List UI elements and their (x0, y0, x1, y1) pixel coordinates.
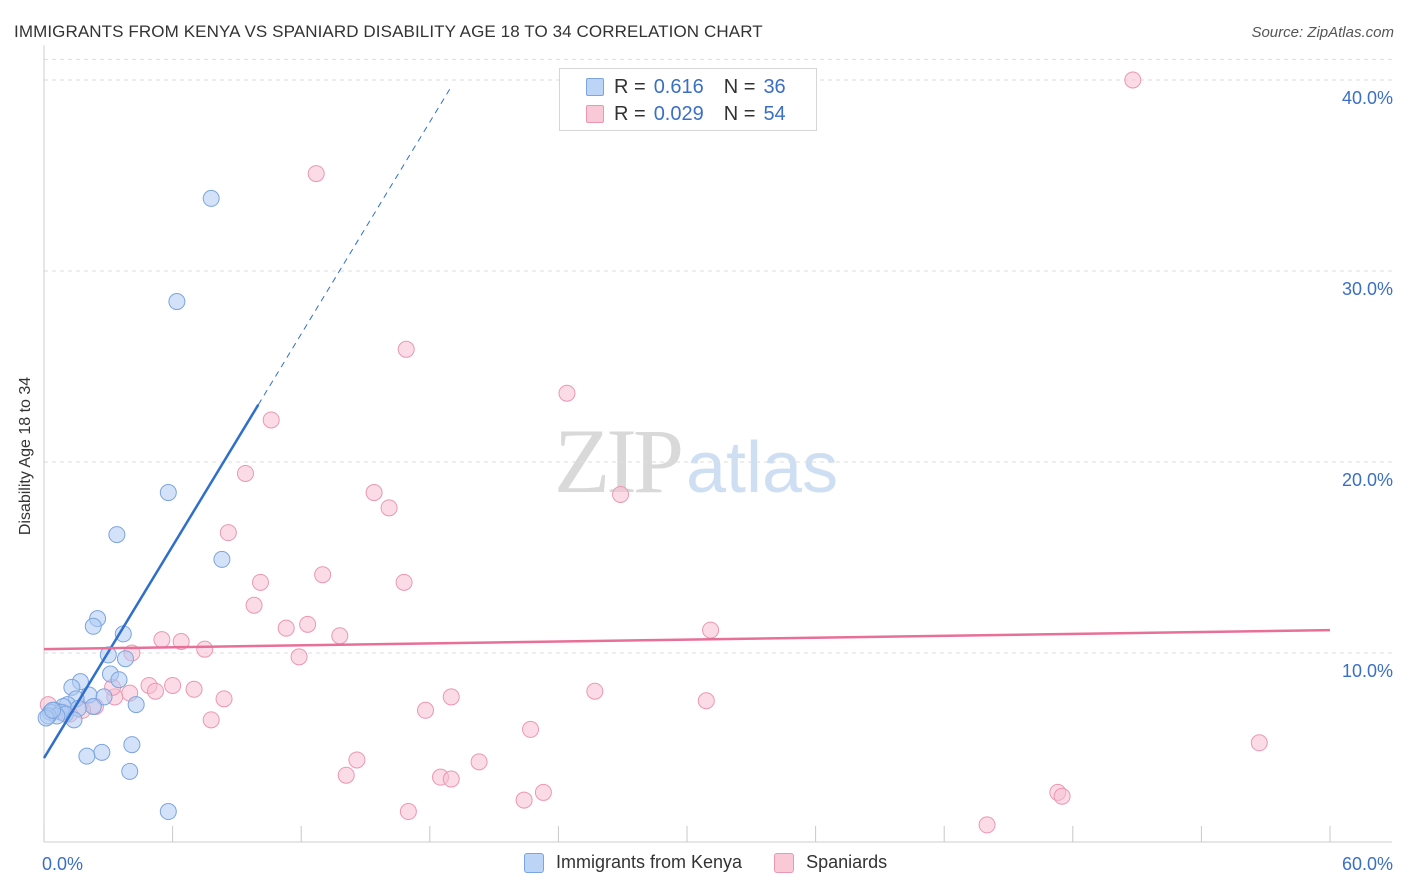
kenya-point-30 (123, 736, 141, 754)
kenya-point-2 (159, 484, 177, 502)
legend-n-label-spaniards: N = (723, 102, 756, 125)
spaniard-trend-line (43, 628, 1331, 651)
legend-item-kenya: Immigrants from Kenya (524, 852, 742, 873)
spaniard-point-1 (307, 165, 325, 183)
legend-row-kenya: R = 0.616 N = 36 (586, 75, 786, 99)
y-tick-label-10: 10.0% (1342, 661, 1393, 681)
legend-item-spaniards: Spaniards (774, 852, 887, 873)
legend-r-label-kenya: R = (614, 75, 646, 98)
spaniard-point-41 (348, 751, 366, 769)
legend-r-label-spaniards: R = (614, 102, 646, 125)
kenya-point-20 (84, 697, 102, 715)
spaniard-point-2 (397, 340, 415, 358)
spaniard-point-27 (164, 676, 182, 694)
kenya-trend-extension (257, 86, 452, 405)
legend-r-value-kenya: 0.616 (653, 75, 704, 98)
spaniard-point-6 (365, 484, 383, 502)
spaniard-point-37 (202, 711, 220, 729)
spaniard-point-0 (1124, 71, 1142, 89)
spaniard-point-49 (1053, 787, 1071, 805)
spaniard-point-46 (534, 783, 552, 801)
legend-n-label-kenya: N = (723, 75, 756, 98)
legend-r-value-spaniards: 0.029 (653, 102, 704, 125)
spaniard-point-31 (215, 690, 233, 708)
spaniard-point-10 (251, 573, 269, 591)
x-tick-label-max: 60.0% (1342, 854, 1393, 874)
legend-swatch-spaniards (586, 105, 604, 123)
spaniard-point-21 (290, 648, 308, 666)
spaniard-point-3 (558, 384, 576, 402)
legend-label-kenya: Immigrants from Kenya (556, 852, 743, 872)
kenya-point-4 (213, 550, 231, 568)
kenya-point-11 (110, 671, 128, 689)
y-tick-label-30: 30.0% (1342, 279, 1393, 299)
spaniard-point-7 (380, 499, 398, 517)
kenya-point-16 (95, 688, 113, 706)
spaniard-point-18 (172, 633, 190, 651)
spaniard-point-32 (442, 688, 460, 706)
spaniard-point-39 (522, 720, 540, 738)
spaniard-point-45 (442, 770, 460, 788)
kenya-point-3 (108, 526, 126, 544)
kenya-point-34 (159, 803, 177, 821)
spaniard-point-13 (245, 596, 263, 614)
spaniard-point-4 (262, 411, 280, 429)
legend-swatch-kenya-bottom (524, 852, 544, 873)
spaniard-point-38 (417, 701, 435, 719)
kenya-trend-line (42, 404, 260, 759)
kenya-point-9 (116, 650, 134, 668)
legend-swatch-spaniards-bottom (774, 852, 795, 873)
kenya-point-6 (84, 617, 102, 635)
spaniard-point-51 (978, 816, 996, 834)
spaniard-point-20 (196, 640, 214, 658)
spaniard-point-5 (236, 464, 254, 482)
spaniard-point-9 (219, 524, 237, 542)
kenya-point-19 (127, 696, 145, 714)
spaniard-point-50 (399, 803, 417, 821)
spaniard-point-47 (515, 791, 533, 809)
spaniard-point-17 (153, 631, 171, 649)
x-tick-label-min: 0.0% (42, 854, 83, 874)
spaniard-point-11 (314, 566, 332, 584)
spaniard-point-43 (337, 766, 355, 784)
spaniard-point-14 (277, 619, 295, 637)
kenya-point-32 (78, 747, 96, 765)
kenya-point-0 (202, 189, 220, 207)
chart-title: IMMIGRANTS FROM KENYA VS SPANIARD DISABI… (14, 22, 763, 41)
spaniard-point-42 (470, 753, 488, 771)
spaniard-point-28 (185, 680, 203, 698)
legend-n-value-spaniards: 54 (763, 102, 786, 125)
correlation-legend: R = 0.616 N = 36 R = 0.029 N = 54 (559, 68, 817, 131)
legend-row-spaniards: R = 0.029 N = 54 (586, 102, 786, 126)
series-legend: Immigrants from Kenya Spaniards (524, 852, 919, 873)
legend-swatch-kenya (586, 78, 604, 96)
kenya-point-1 (168, 293, 186, 311)
spaniard-point-40 (1250, 734, 1268, 752)
kenya-point-33 (121, 762, 139, 780)
legend-n-value-kenya: 36 (763, 75, 786, 98)
legend-label-spaniards: Spaniards (806, 852, 888, 872)
spaniard-point-16 (331, 627, 349, 645)
y-axis-label: Disability Age 18 to 34 (17, 376, 34, 536)
spaniard-point-29 (146, 682, 164, 700)
kenya-point-35 (44, 701, 62, 719)
spaniard-point-12 (395, 573, 413, 591)
source-label: Source: ZipAtlas.com (1251, 24, 1394, 41)
spaniard-point-8 (612, 485, 630, 503)
kenya-point-31 (93, 743, 111, 761)
y-tick-label-20: 20.0% (1342, 470, 1393, 490)
spaniard-point-22 (702, 621, 720, 639)
spaniard-point-33 (697, 692, 715, 710)
spaniard-point-15 (299, 615, 317, 633)
spaniard-point-30 (586, 682, 604, 700)
watermark-atlas: atlas (686, 428, 839, 508)
y-tick-label-40: 40.0% (1342, 88, 1393, 108)
